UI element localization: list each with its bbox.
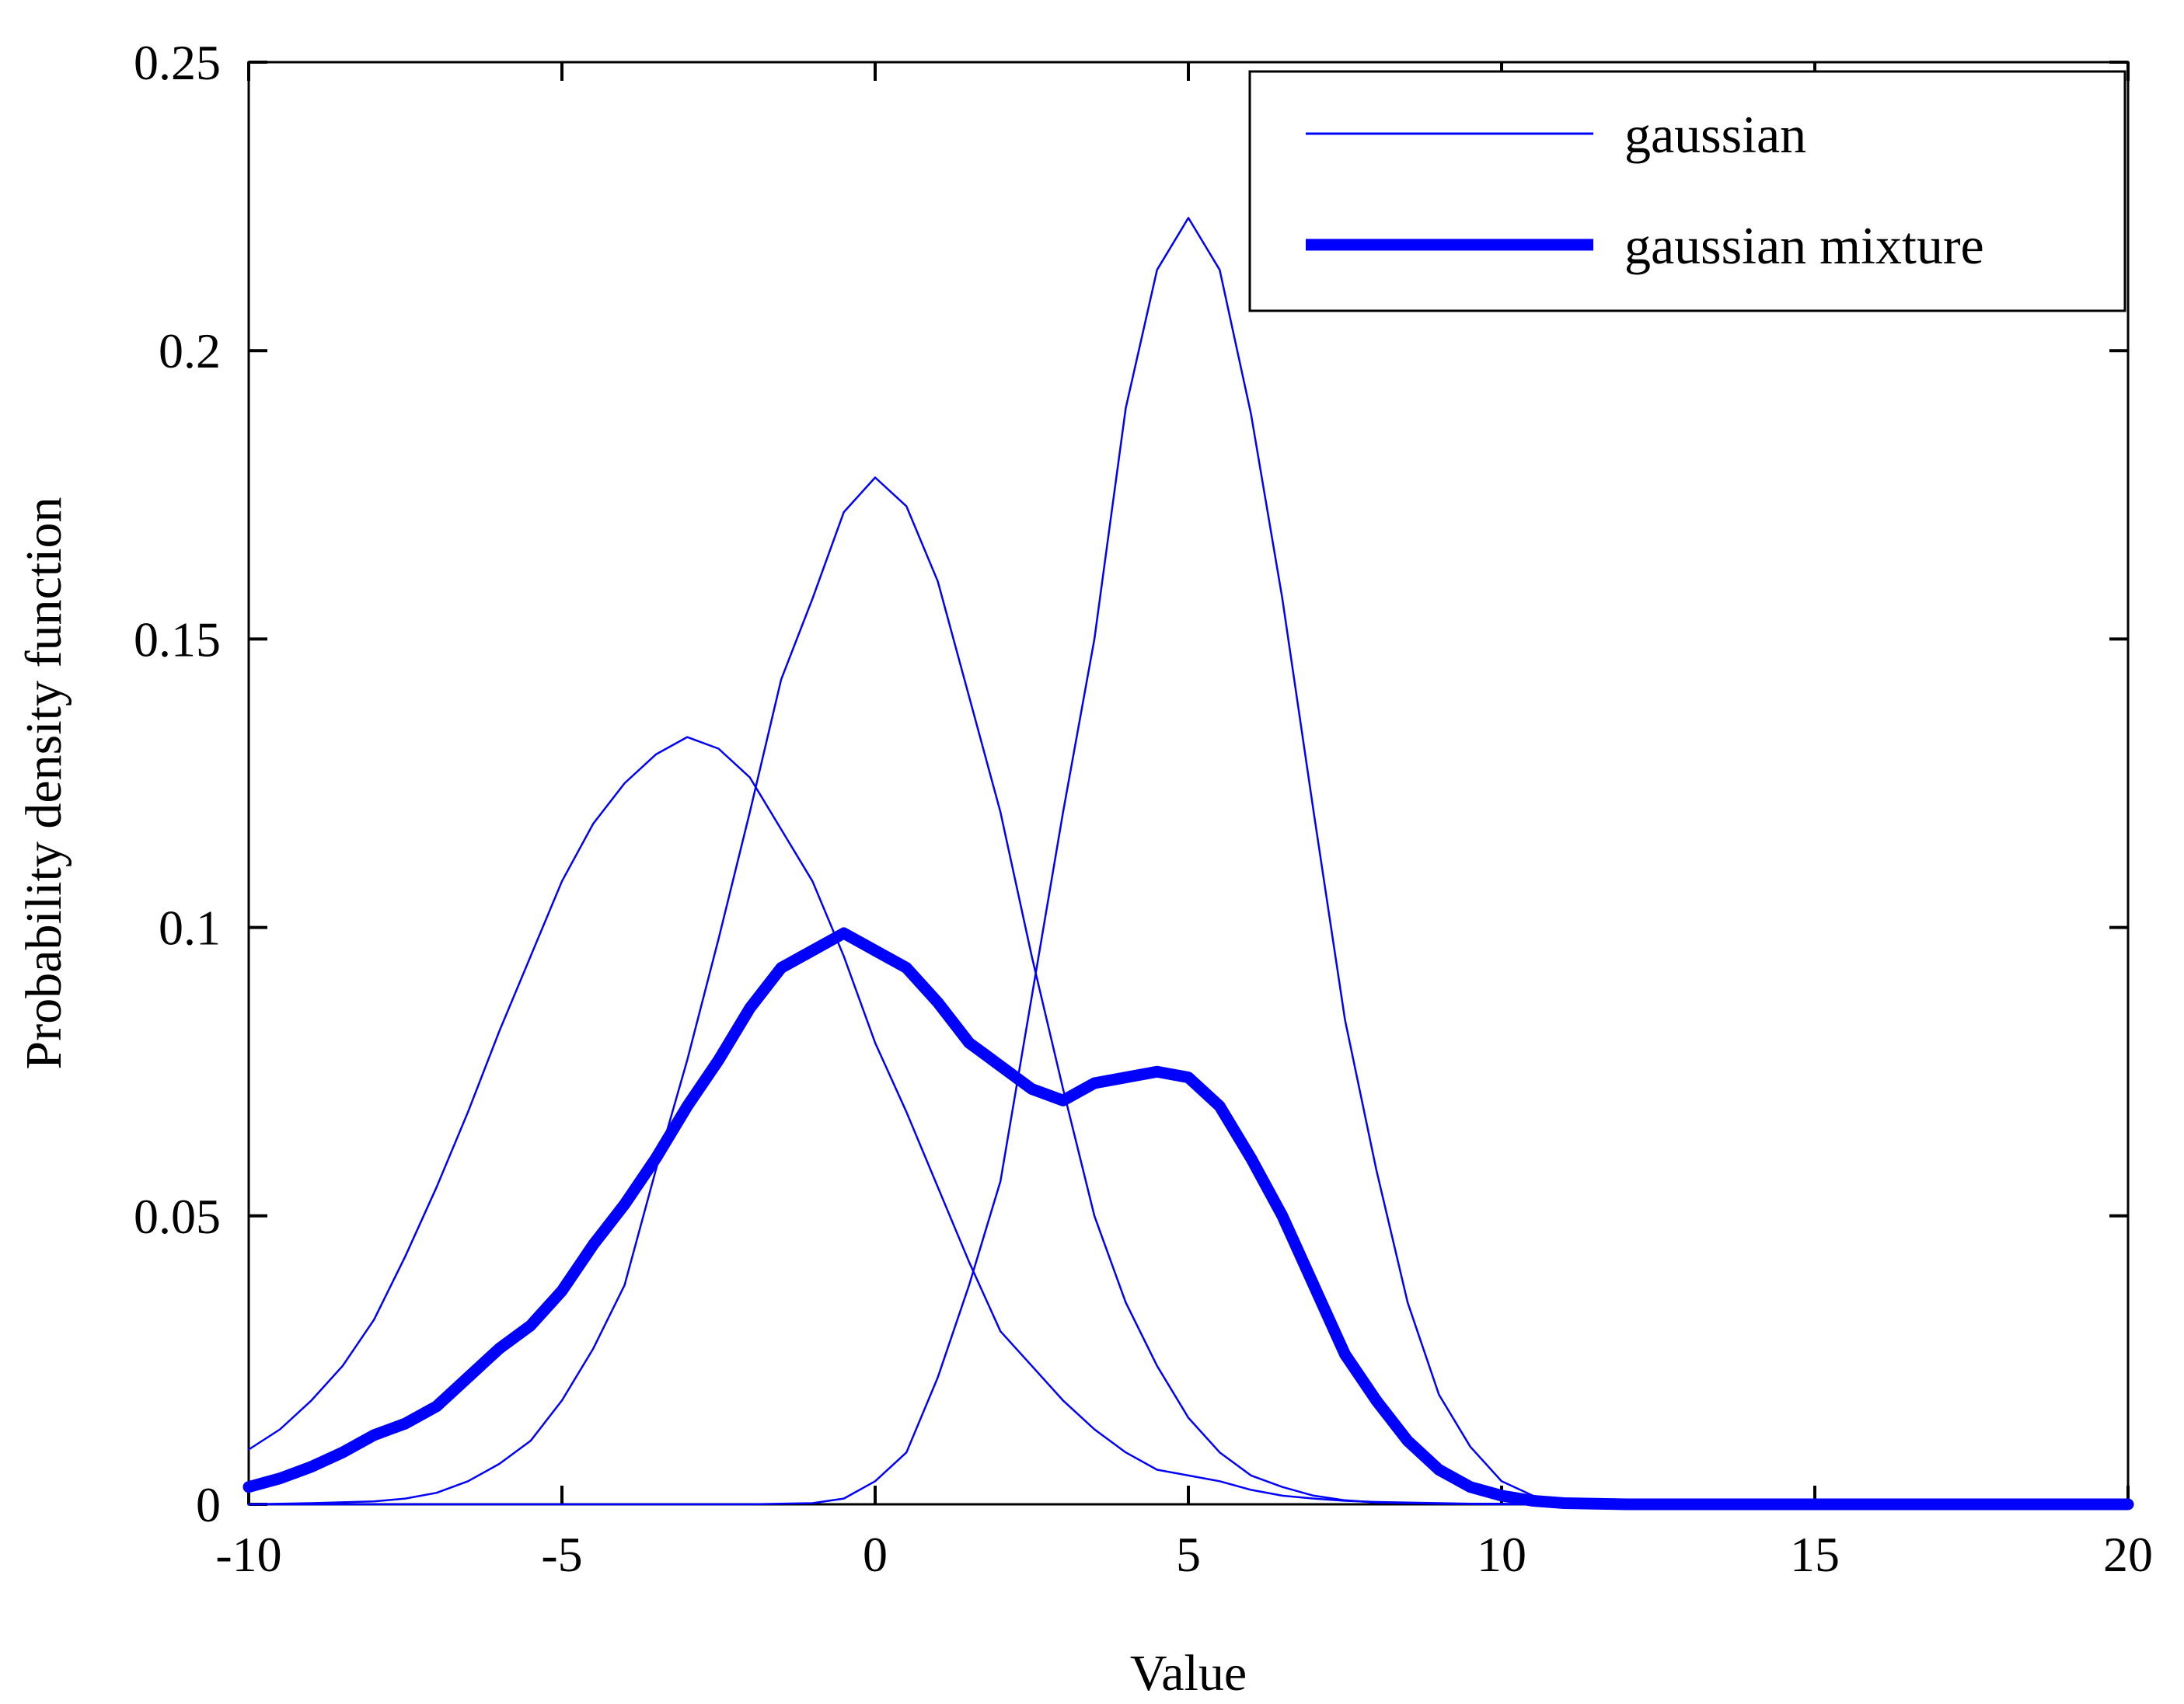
y-tick-label: 0.15: [134, 612, 221, 667]
legend-box: [1248, 70, 2126, 312]
y-tick-label: 0.05: [134, 1189, 221, 1244]
series-line-gaussian-1: [247, 736, 2130, 1506]
x-axis-title: Value: [1130, 1645, 1247, 1702]
series-layer: [242, 217, 2134, 1511]
series-line-gaussian-3: [247, 217, 2130, 1506]
series-line-gaussian-mixture: [242, 927, 2134, 1511]
series-line-gaussian-2: [247, 476, 2130, 1506]
x-tick-label: 5: [1176, 1527, 1201, 1582]
legend-label-gaussian: gaussian: [1624, 105, 1806, 164]
x-tick-label: -5: [541, 1527, 582, 1582]
x-tick-label: -10: [215, 1527, 281, 1582]
legend-label-gaussian-mixture: gaussian mixture: [1624, 216, 1984, 275]
y-tick-label: 0.1: [159, 901, 221, 956]
x-tick-label: 15: [1790, 1527, 1840, 1582]
y-tick-label: 0: [196, 1477, 221, 1532]
x-tick-label: 20: [2103, 1527, 2153, 1582]
y-tick-label: 0.25: [134, 35, 221, 90]
x-tick-label: 0: [863, 1527, 888, 1582]
y-tick-label: 0.2: [159, 323, 221, 378]
y-axis-title: Probability density function: [16, 497, 72, 1070]
x-tick-label: 10: [1477, 1527, 1526, 1582]
legend: gaussian gaussian mixture: [1248, 70, 2126, 312]
